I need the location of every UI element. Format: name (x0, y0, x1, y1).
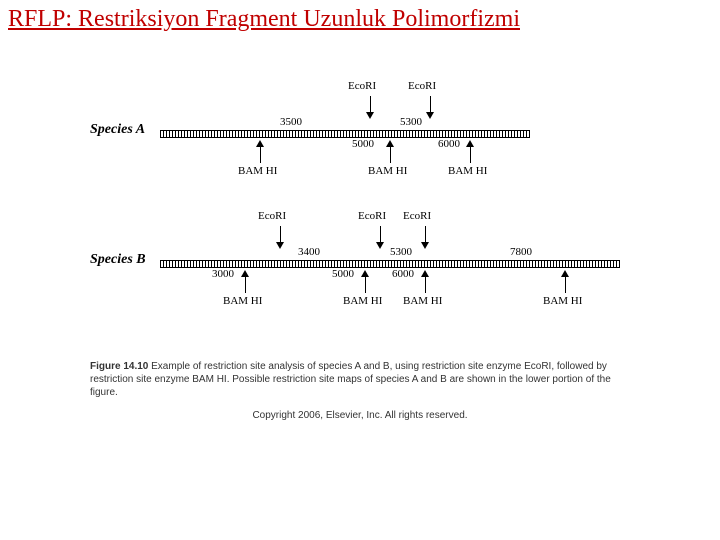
position-label: 5000 (332, 268, 354, 280)
position-label: 3500 (280, 116, 302, 128)
enzyme-label: BAM HI (343, 295, 382, 307)
enzyme-label: EcoRI (258, 210, 286, 222)
page-title: RFLP: Restriksiyon Fragment Uzunluk Poli… (8, 6, 520, 33)
position-label: 6000 (392, 268, 414, 280)
caption-bold: Figure 14.10 (90, 361, 148, 372)
position-label: 5000 (352, 138, 374, 150)
copyright-text: Copyright 2006, Elsevier, Inc. All right… (90, 410, 630, 421)
enzyme-label: BAM HI (448, 165, 487, 177)
arrow-down-icon (426, 112, 434, 119)
arrow-down-icon (421, 242, 429, 249)
enzyme-label: BAM HI (238, 165, 277, 177)
species-block: Species A EcoRI EcoRI BAM HI BAM HI BAM HI 350… (90, 80, 630, 190)
species-block: Species B EcoRI EcoRI EcoRI BAM HI BAM HI BAM … (90, 210, 630, 320)
enzyme-label: EcoRI (358, 210, 386, 222)
enzyme-label: BAM HI (543, 295, 582, 307)
rflp-diagram: Species A EcoRI EcoRI BAM HI BAM HI BAM HI 350… (90, 80, 630, 340)
enzyme-label: EcoRI (403, 210, 431, 222)
arrow-down-icon (376, 242, 384, 249)
species-label: Species B (90, 252, 146, 268)
dna-strand (160, 130, 530, 138)
position-label: 6000 (438, 138, 460, 150)
enzyme-label: BAM HI (368, 165, 407, 177)
enzyme-label: EcoRI (408, 80, 436, 92)
enzyme-label: EcoRI (348, 80, 376, 92)
position-label: 7800 (510, 246, 532, 258)
enzyme-label: BAM HI (223, 295, 262, 307)
figure-caption: Figure 14.10 Example of restriction site… (90, 360, 630, 399)
species-label: Species A (90, 122, 145, 138)
position-label: 3400 (298, 246, 320, 258)
position-label: 5300 (390, 246, 412, 258)
arrow-down-icon (276, 242, 284, 249)
arrow-down-icon (366, 112, 374, 119)
position-label: 5300 (400, 116, 422, 128)
enzyme-label: BAM HI (403, 295, 442, 307)
caption-text: Example of restriction site analysis of … (90, 361, 611, 398)
position-label: 3000 (212, 268, 234, 280)
dna-strand (160, 260, 620, 268)
